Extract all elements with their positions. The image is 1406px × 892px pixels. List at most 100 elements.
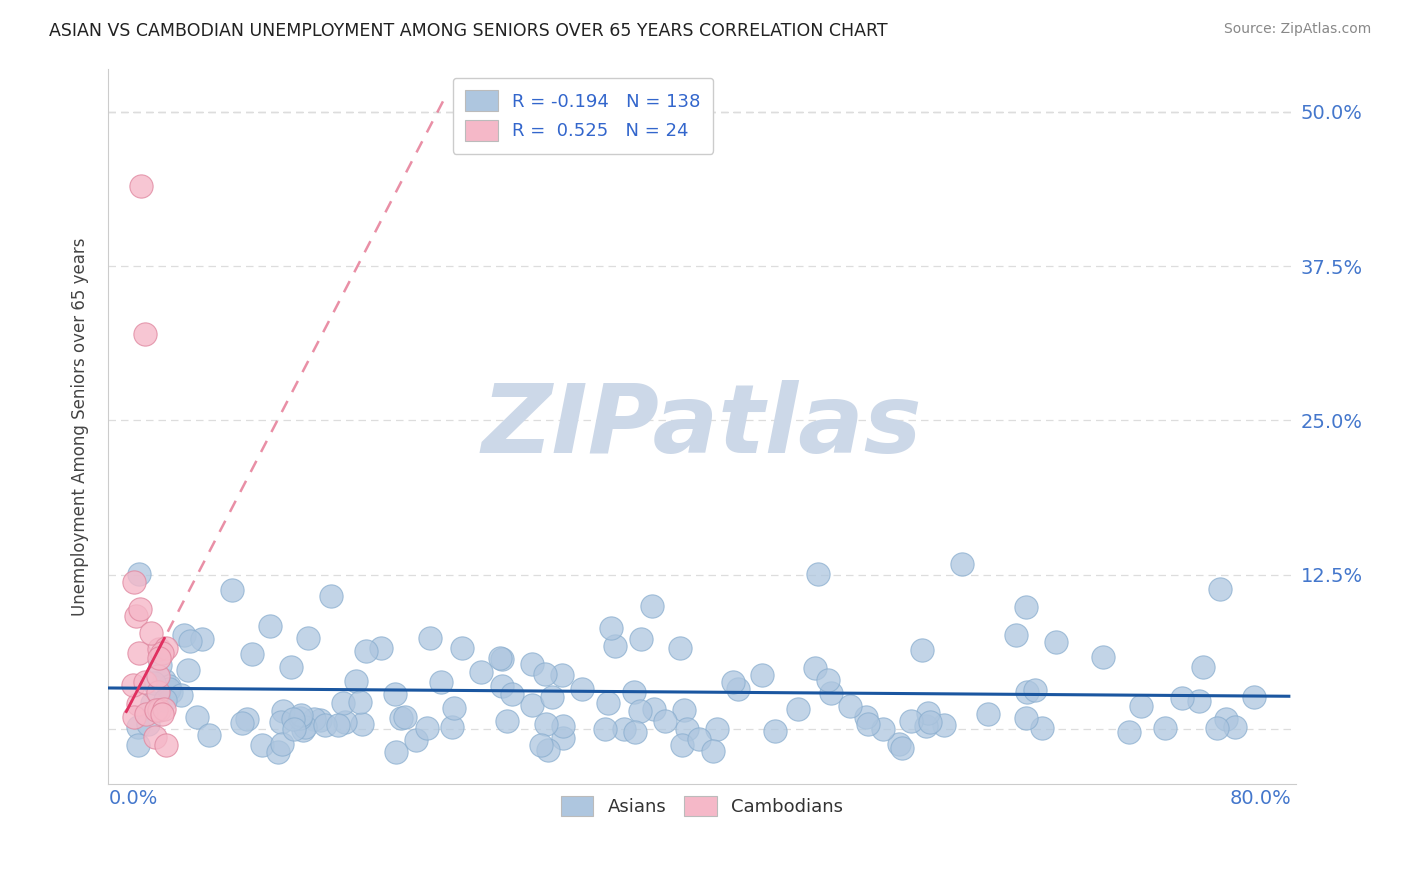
Point (551, 719, 574, 733)
Point (1129, 698, 1152, 713)
Point (706, 722, 728, 736)
Point (332, 697, 354, 711)
Point (356, 644, 378, 658)
Point (600, 621, 623, 635)
Point (250, 739, 273, 753)
Point (143, 730, 166, 744)
Point (952, 557, 974, 571)
Point (534, 717, 557, 731)
Point (872, 722, 894, 736)
Point (271, 737, 294, 751)
Point (142, 675, 165, 690)
Point (127, 698, 149, 712)
Point (231, 716, 253, 731)
Legend: Asians, Cambodians: Asians, Cambodians (551, 787, 852, 825)
Point (314, 718, 336, 732)
Point (491, 679, 513, 693)
Point (641, 599, 664, 613)
Point (551, 731, 574, 745)
Point (170, 688, 193, 702)
Point (267, 745, 290, 759)
Point (349, 695, 371, 709)
Point (384, 688, 406, 702)
Point (1223, 720, 1246, 734)
Point (134, 675, 156, 690)
Point (643, 702, 665, 716)
Point (283, 722, 305, 736)
Point (177, 663, 200, 677)
Point (128, 567, 150, 582)
Point (623, 725, 645, 739)
Point (751, 667, 773, 681)
Point (721, 675, 744, 690)
Point (571, 682, 593, 697)
Y-axis label: Unemployment Among Seniors over 65 years: Unemployment Among Seniors over 65 years (72, 237, 89, 615)
Point (242, 647, 264, 661)
Point (920, 715, 942, 730)
Point (155, 641, 177, 656)
Point (148, 702, 170, 716)
Point (146, 669, 169, 683)
Point (308, 713, 330, 727)
Point (1215, 712, 1237, 726)
Point (127, 738, 149, 752)
Point (125, 608, 148, 623)
Point (294, 720, 316, 734)
Point (806, 567, 828, 582)
Point (628, 704, 651, 718)
Point (613, 722, 636, 736)
Point (541, 690, 564, 704)
Point (1170, 690, 1192, 705)
Point (1015, 684, 1038, 698)
Point (141, 626, 163, 640)
Point (932, 718, 955, 732)
Point (630, 632, 652, 647)
Point (534, 667, 557, 681)
Point (727, 681, 749, 696)
Point (236, 712, 259, 726)
Point (915, 718, 938, 732)
Point (198, 729, 221, 743)
Point (129, 178, 152, 193)
Point (1031, 722, 1053, 736)
Point (676, 723, 699, 737)
Point (281, 712, 304, 726)
Text: ASIAN VS CAMBODIAN UNEMPLOYMENT AMONG SENIORS OVER 65 YEARS CORRELATION CHART: ASIAN VS CAMBODIAN UNEMPLOYMENT AMONG SE… (49, 22, 887, 40)
Point (450, 641, 472, 656)
Point (495, 714, 517, 728)
Point (1024, 683, 1046, 698)
Point (820, 686, 842, 700)
Point (186, 710, 208, 724)
Point (415, 721, 437, 735)
Point (501, 687, 523, 701)
Point (271, 704, 294, 718)
Point (145, 703, 167, 717)
Point (889, 738, 911, 752)
Point (1209, 582, 1232, 596)
Point (669, 640, 692, 655)
Point (138, 716, 160, 731)
Point (122, 678, 145, 692)
Point (405, 732, 427, 747)
Point (153, 702, 176, 716)
Point (149, 658, 172, 673)
Point (430, 674, 453, 689)
Point (671, 738, 693, 752)
Point (160, 685, 183, 699)
Point (786, 702, 808, 716)
Point (470, 665, 492, 680)
Point (157, 679, 180, 693)
Point (977, 707, 1000, 722)
Point (344, 674, 367, 689)
Point (148, 650, 170, 665)
Point (155, 738, 177, 752)
Point (179, 633, 201, 648)
Point (1118, 724, 1140, 739)
Point (1045, 635, 1067, 649)
Point (491, 651, 513, 665)
Point (441, 720, 464, 734)
Point (1015, 600, 1038, 615)
Point (291, 723, 314, 737)
Point (623, 685, 645, 699)
Point (891, 740, 914, 755)
